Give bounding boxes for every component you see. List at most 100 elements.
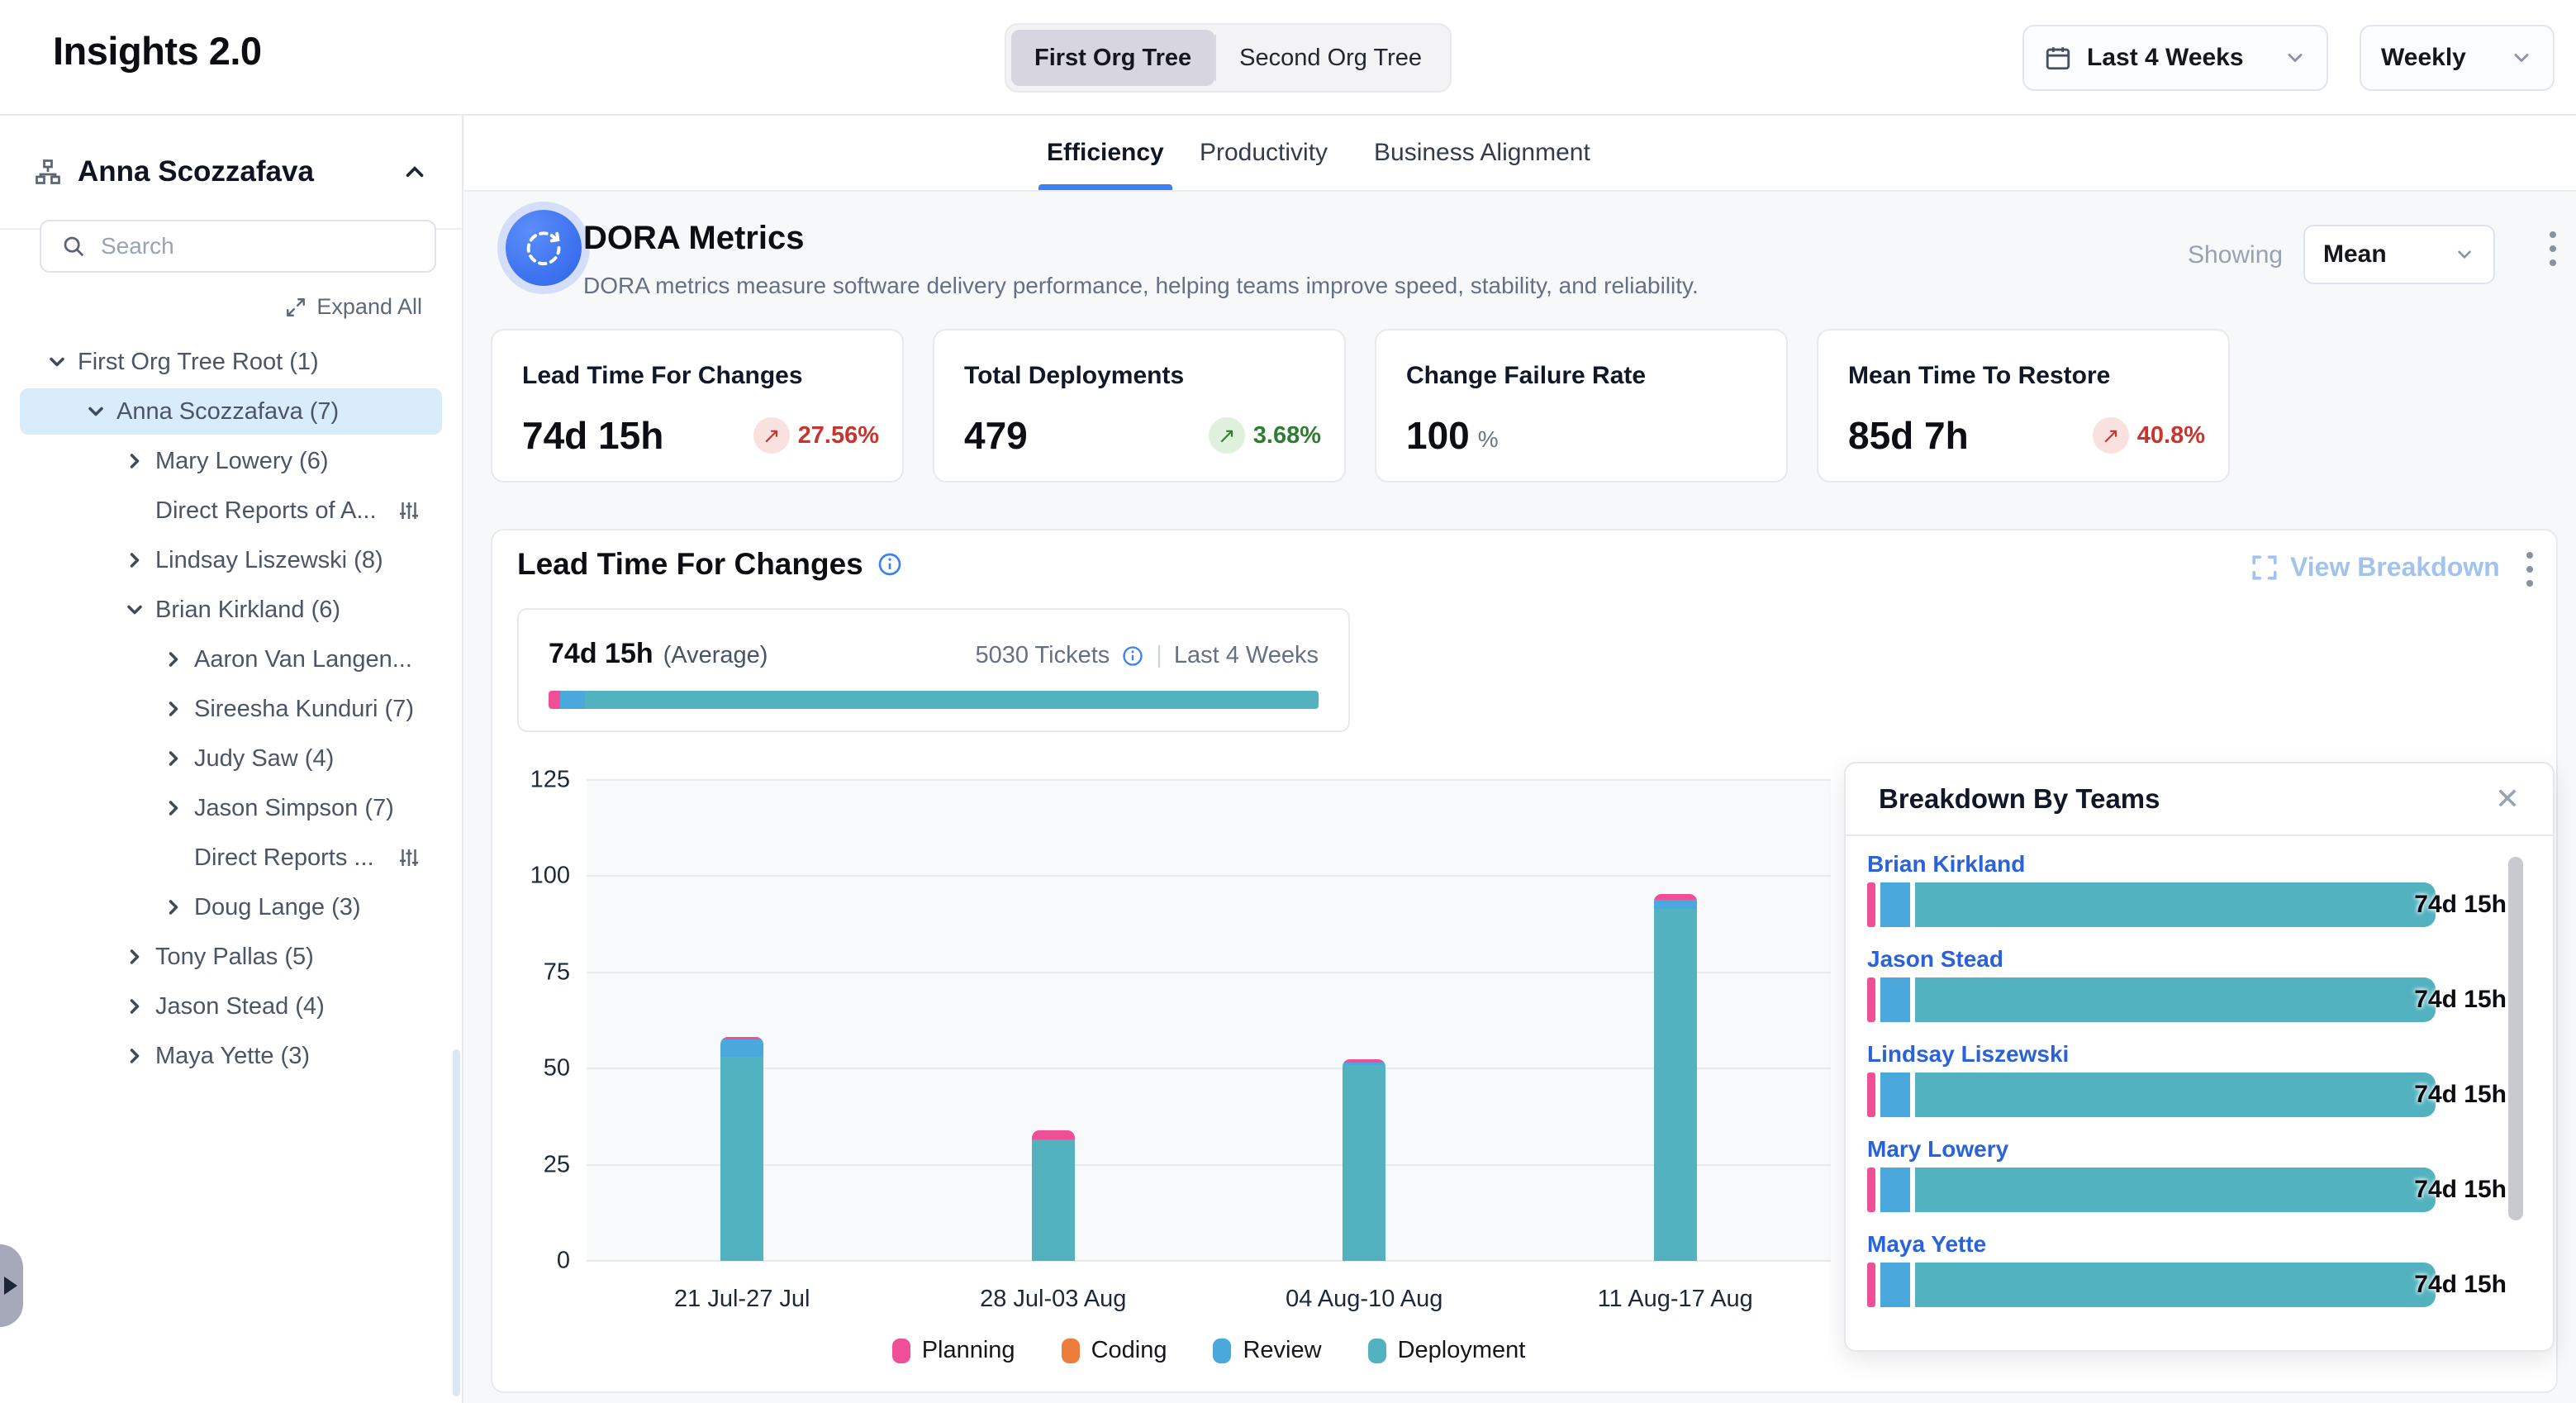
close-icon[interactable]: ✕ [2495, 784, 2520, 814]
sidebar-tree-item[interactable]: Lindsay Liszewski (8) [0, 535, 462, 585]
tree-item-label: Direct Reports ... [194, 844, 374, 872]
legend-label: Planning [922, 1337, 1015, 1364]
metric-card-value-row: 74d 15h↗27.56% [522, 413, 879, 458]
sidebar-scrollbar[interactable] [453, 1049, 460, 1396]
sidebar-tree-item[interactable]: Sireesha Kunduri (7) [0, 684, 462, 734]
average-meta: 5030 Tickets | Last 4 Weeks [975, 642, 1319, 669]
app-window: Insights 2.0 First Org TreeSecond Org Tr… [0, 0, 2576, 1403]
chevron-down-icon[interactable] [45, 350, 69, 373]
showing-select[interactable]: Mean [2303, 225, 2495, 284]
expand-all-button[interactable]: Expand All [285, 294, 422, 320]
chevron-right-icon[interactable] [161, 697, 186, 721]
granularity-select[interactable]: Weekly [2360, 25, 2555, 91]
team-name-link[interactable]: Brian Kirkland [1867, 851, 2495, 877]
legend-color-chip [1213, 1339, 1231, 1363]
sidebar-tree-item[interactable]: First Org Tree Root (1) [0, 337, 462, 387]
metric-delta-value: 27.56% [798, 422, 879, 449]
tree-item-label: Doug Lange (3) [194, 894, 361, 921]
org-tree-toggle-second[interactable]: Second Org Tree [1216, 30, 1445, 86]
search-icon [61, 234, 86, 259]
chevron-right-icon[interactable] [122, 995, 147, 1018]
team-name-link[interactable]: Mary Lowery [1867, 1136, 2495, 1163]
legend-item-deployment[interactable]: Deployment [1368, 1337, 1526, 1364]
chevron-right-icon[interactable] [122, 449, 147, 473]
sidebar-tree-item[interactable]: Maya Yette (3) [0, 1031, 462, 1081]
team-bar-segment-planning [1867, 977, 1875, 1022]
dora-menu-button[interactable] [2550, 231, 2556, 266]
average-value: 74d 15h [549, 638, 654, 670]
metric-card-change-failure-rate: Change Failure Rate100% [1375, 329, 1788, 483]
tab-efficiency[interactable]: Efficiency [1047, 116, 1164, 190]
chevron-down-icon[interactable] [83, 400, 108, 423]
chart-bar-3[interactable] [1343, 1059, 1385, 1261]
chart-bar-2[interactable] [1032, 1130, 1075, 1261]
breakdown-by-teams-panel: Breakdown By Teams ✕ Brian Kirkland 74d 1… [1844, 762, 2555, 1352]
tab-business-alignment[interactable]: Business Alignment [1374, 116, 1590, 190]
sidebar-expand-handle[interactable] [0, 1244, 23, 1327]
sidebar-tree-item[interactable]: Doug Lange (3) [0, 882, 462, 932]
sidebar-tree-item[interactable]: Jason Simpson (7) [0, 783, 462, 833]
legend-item-coding[interactable]: Coding [1062, 1337, 1167, 1364]
sidebar-tree-item[interactable]: Mary Lowery (6) [0, 436, 462, 486]
info-icon[interactable] [877, 551, 903, 578]
filters-icon[interactable] [397, 498, 421, 523]
legend-item-planning[interactable]: Planning [892, 1337, 1015, 1364]
team-bar-segment-planning [1867, 1168, 1875, 1212]
gridline [587, 1068, 1831, 1069]
expand-all-label: Expand All [316, 294, 422, 320]
date-range-select[interactable]: Last 4 Weeks [2022, 25, 2328, 91]
tree-item-label: Mary Lowery (6) [155, 448, 329, 475]
legend-label: Deployment [1398, 1337, 1526, 1364]
legend-item-review[interactable]: Review [1213, 1337, 1321, 1364]
metric-card-value-row: 85d 7h↗40.8% [1848, 413, 2205, 458]
chevron-right-icon[interactable] [122, 945, 147, 968]
tree-item-label: Lindsay Liszewski (8) [155, 547, 383, 574]
lead-time-header: Lead Time For Changes [517, 547, 903, 582]
metric-card-title: Mean Time To Restore [1848, 362, 2198, 390]
metric-card-value: 85d 7h [1848, 413, 1969, 458]
tab-productivity[interactable]: Productivity [1200, 116, 1328, 190]
sidebar-tree-item[interactable]: Jason Stead (4) [0, 982, 462, 1031]
chevron-right-icon[interactable] [122, 1044, 147, 1068]
breakdown-scrollbar[interactable] [2508, 857, 2523, 1220]
org-tree-toggle-first[interactable]: First Org Tree [1011, 30, 1214, 86]
sidebar-tree-item[interactable]: Aaron Van Langen... [0, 635, 462, 684]
info-icon[interactable] [1121, 644, 1144, 668]
chart-bar-4[interactable] [1654, 894, 1697, 1261]
chevron-up-icon[interactable] [401, 158, 429, 186]
team-lead-time-value: 74d 15h [2341, 891, 2507, 919]
team-name-link[interactable]: Lindsay Liszewski [1867, 1041, 2495, 1068]
sidebar-tree-item[interactable]: Tony Pallas (5) [0, 932, 462, 982]
metric-card-title: Lead Time For Changes [522, 362, 872, 390]
chevron-down-icon[interactable] [122, 598, 147, 621]
team-name-link[interactable]: Maya Yette [1867, 1231, 2495, 1258]
sidebar-tree-item[interactable]: Direct Reports of A... [0, 486, 462, 535]
tree-item-label: Tony Pallas (5) [155, 944, 314, 971]
search-input[interactable] [101, 233, 415, 259]
sidebar-tree-item[interactable]: Brian Kirkland (6) [0, 585, 462, 635]
team-lead-time-value: 74d 15h [2341, 986, 2507, 1014]
tree-item-label: Sireesha Kunduri (7) [194, 696, 414, 723]
chevron-right-icon[interactable] [161, 648, 186, 671]
y-axis-tick-label: 50 [504, 1055, 570, 1082]
team-bar-segment-review [1880, 1168, 1910, 1212]
chart-bar-1[interactable] [720, 1037, 763, 1261]
view-breakdown-button[interactable]: View Breakdown [2250, 552, 2500, 583]
chevron-right-icon[interactable] [161, 747, 186, 770]
chevron-right-icon[interactable] [161, 797, 186, 820]
lead-time-menu-button[interactable] [2526, 552, 2533, 587]
triangle-right-icon [4, 1277, 17, 1295]
filters-icon[interactable] [397, 845, 421, 870]
gridline [587, 875, 1831, 877]
y-axis-tick-label: 75 [504, 958, 570, 986]
team-bar-segment-planning [1867, 1072, 1875, 1117]
chevron-right-icon[interactable] [161, 896, 186, 919]
chevron-right-icon[interactable] [122, 549, 147, 572]
sidebar-tree-item[interactable]: Direct Reports ... [0, 833, 462, 882]
sidebar-tree-item[interactable]: Anna Scozzafava (7) [0, 387, 462, 436]
average-label: (Average) [663, 642, 768, 669]
breakdown-header: Breakdown By Teams ✕ [1846, 763, 2553, 836]
chart-plot-area [587, 780, 1831, 1261]
sidebar-tree-item[interactable]: Judy Saw (4) [0, 734, 462, 783]
team-name-link[interactable]: Jason Stead [1867, 946, 2495, 973]
